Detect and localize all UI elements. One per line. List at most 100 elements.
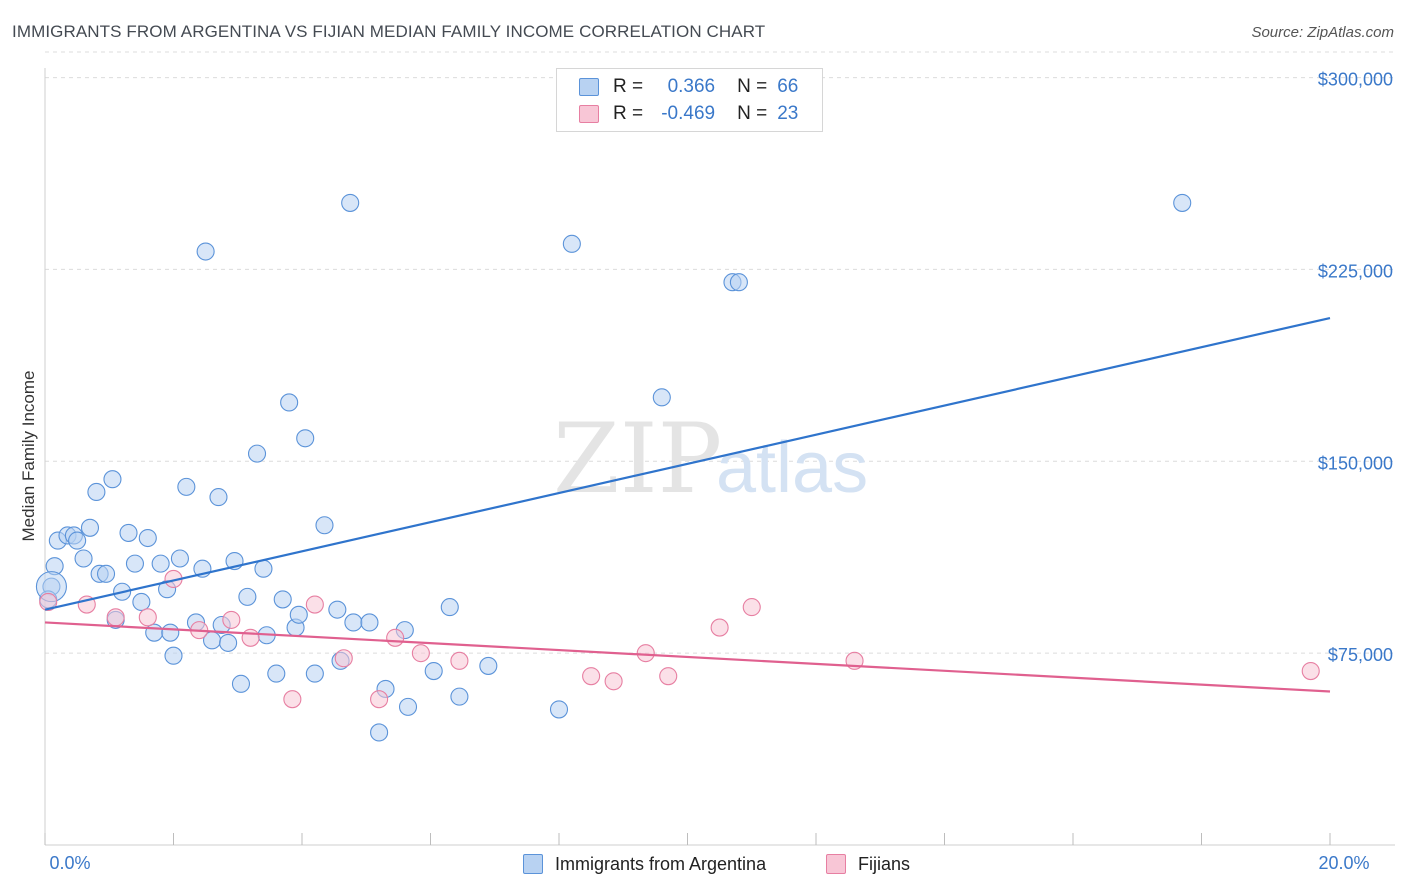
x-tick-label-min: 0.0%: [49, 853, 90, 873]
bottom-legend-label-fijians: Fijians: [858, 853, 911, 874]
data-point: [398, 697, 418, 716]
trend-lines: [44, 316, 1331, 693]
data-point: [106, 608, 125, 627]
data-point: [549, 700, 569, 719]
data-point: [315, 516, 334, 535]
legend-n-value-2: 23: [777, 103, 799, 124]
data-point: [479, 656, 498, 675]
data-point: [742, 598, 761, 617]
data-point: [125, 554, 144, 573]
legend-swatch-blue: [579, 78, 599, 96]
data-point: [305, 664, 324, 683]
axes: [44, 68, 1395, 846]
data-point: [296, 429, 315, 448]
data-point: [96, 564, 116, 583]
bottom-legend-argentina: Immigrants from Argentina: [523, 852, 766, 876]
y-tick-label: $150,000: [1318, 453, 1393, 473]
data-point: [370, 690, 389, 709]
data-point: [280, 393, 299, 412]
data-point: [39, 592, 58, 612]
data-point: [1301, 662, 1320, 681]
data-point: [424, 662, 443, 681]
data-point: [170, 549, 189, 568]
data-point: [231, 674, 251, 693]
data-point: [151, 554, 170, 573]
data-point: [74, 549, 93, 568]
legend-row-fijians: R = -0.469 N = 23: [579, 102, 798, 126]
legend-n-value-1: 66: [777, 76, 799, 97]
x-axis-ticks: [44, 833, 1331, 845]
data-point: [222, 610, 241, 629]
bottom-legend-swatch-pink: [826, 854, 846, 874]
legend-swatch-pink: [579, 105, 599, 123]
data-point: [305, 595, 324, 614]
data-point: [132, 592, 151, 612]
data-point: [138, 528, 157, 548]
data-point: [196, 242, 215, 261]
data-point: [334, 649, 353, 668]
data-point: [238, 587, 257, 606]
data-point: [1173, 193, 1192, 212]
data-point: [161, 623, 180, 642]
data-point: [241, 628, 260, 647]
data-point: [440, 598, 459, 617]
bottom-legend-swatch-blue: [523, 854, 543, 874]
chart-title: IMMIGRANTS FROM ARGENTINA VS FIJIAN MEDI…: [12, 22, 766, 41]
data-point: [729, 273, 748, 292]
data-point: [247, 444, 267, 463]
data-point: [68, 531, 87, 550]
series-fijians-points: [39, 569, 1320, 709]
watermark-atlas: atlas: [716, 428, 868, 508]
legend-n-label-2: N =: [737, 103, 768, 124]
data-point: [145, 623, 164, 642]
trend-line: [44, 316, 1331, 611]
data-point: [360, 613, 379, 632]
data-point: [138, 608, 157, 627]
x-tick-label-max: 20.0%: [1318, 853, 1369, 873]
trend-line: [44, 621, 1331, 693]
data-point: [177, 477, 196, 496]
data-point: [219, 633, 238, 652]
legend-r-label-1: R =: [613, 76, 644, 97]
legend-row-argentina: R = 0.366 N = 66: [579, 75, 798, 99]
data-point: [659, 667, 678, 686]
data-point: [411, 644, 430, 663]
data-point: [582, 667, 601, 686]
legend-r-value-2: -0.469: [661, 103, 716, 124]
data-point: [344, 613, 363, 632]
data-point: [273, 590, 292, 609]
data-point: [562, 234, 581, 253]
data-point: [341, 193, 360, 212]
legend-n-label-1: N =: [737, 76, 768, 97]
data-point: [209, 488, 228, 507]
source-label: Source: ZipAtlas.com: [1251, 24, 1394, 41]
data-point: [450, 651, 469, 670]
data-point: [254, 559, 273, 578]
data-point: [636, 644, 655, 663]
data-point: [370, 723, 389, 742]
data-point: [289, 605, 308, 624]
correlation-legend: R = 0.366 N = 66 R = -0.469 N = 23: [556, 68, 823, 132]
data-point: [386, 628, 405, 647]
data-point: [103, 470, 122, 489]
data-point: [710, 618, 729, 637]
data-point: [450, 687, 469, 706]
data-point: [119, 523, 138, 542]
y-axis-tick-labels: $75,000 $150,000 $225,000 $300,000: [1318, 70, 1393, 666]
data-point: [283, 690, 302, 709]
y-tick-label: $225,000: [1318, 261, 1393, 281]
data-point: [80, 518, 100, 537]
watermark-zip: ZIP: [553, 403, 722, 515]
data-point: [652, 388, 671, 407]
y-tick-label: $300,000: [1318, 70, 1393, 90]
data-point: [328, 600, 347, 619]
data-point: [604, 672, 623, 691]
y-tick-label: $75,000: [1328, 645, 1393, 665]
watermark: ZIP atlas: [553, 403, 868, 515]
legend-r-value-1: 0.366: [667, 76, 716, 97]
bottom-legend-label-argentina: Immigrants from Argentina: [555, 853, 767, 874]
legend-r-label-2: R =: [613, 103, 644, 124]
data-point: [164, 646, 183, 665]
bottom-legend-fijians: Fijians: [826, 852, 910, 876]
